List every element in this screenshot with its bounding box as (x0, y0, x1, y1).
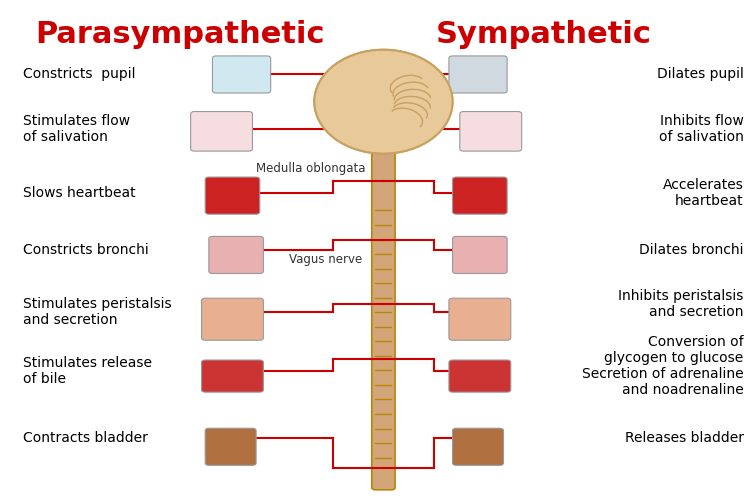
FancyBboxPatch shape (449, 298, 511, 340)
Text: Releases bladder: Releases bladder (625, 431, 743, 445)
Text: Contracts bladder: Contracts bladder (23, 431, 148, 445)
FancyBboxPatch shape (206, 428, 256, 466)
Text: Dilates pupil: Dilates pupil (657, 68, 743, 82)
FancyBboxPatch shape (460, 112, 522, 151)
FancyBboxPatch shape (452, 177, 507, 214)
Text: Constricts bronchi: Constricts bronchi (23, 243, 149, 257)
FancyBboxPatch shape (372, 99, 395, 490)
Text: Medulla oblongata: Medulla oblongata (256, 162, 365, 175)
Text: Vagus nerve: Vagus nerve (289, 254, 362, 266)
FancyBboxPatch shape (449, 56, 507, 93)
FancyBboxPatch shape (212, 56, 271, 93)
FancyBboxPatch shape (452, 236, 507, 274)
Text: Constricts  pupil: Constricts pupil (23, 68, 136, 82)
FancyBboxPatch shape (206, 177, 260, 214)
FancyBboxPatch shape (190, 112, 253, 151)
FancyBboxPatch shape (449, 360, 511, 392)
Text: Sympathetic: Sympathetic (436, 20, 652, 49)
FancyBboxPatch shape (202, 360, 263, 392)
Text: Stimulates peristalsis
and secretion: Stimulates peristalsis and secretion (23, 296, 172, 327)
Ellipse shape (314, 50, 452, 154)
Text: Slows heartbeat: Slows heartbeat (23, 186, 136, 200)
FancyBboxPatch shape (209, 236, 263, 274)
Text: Inhibits peristalsis
and secretion: Inhibits peristalsis and secretion (618, 290, 743, 320)
Text: Inhibits flow
of salivation: Inhibits flow of salivation (658, 114, 743, 144)
Text: Dilates bronchi: Dilates bronchi (639, 243, 743, 257)
Text: Stimulates release
of bile: Stimulates release of bile (23, 356, 152, 386)
FancyBboxPatch shape (452, 428, 503, 466)
Text: Conversion of
glycogen to glucose
Secretion of adrenaline
and noadrenaline: Conversion of glycogen to glucose Secret… (582, 335, 743, 398)
Ellipse shape (314, 50, 452, 154)
Text: Stimulates flow
of salivation: Stimulates flow of salivation (23, 114, 130, 144)
FancyBboxPatch shape (202, 298, 263, 340)
Text: Parasympathetic: Parasympathetic (35, 20, 325, 49)
Text: Accelerates
heartbeat: Accelerates heartbeat (663, 178, 743, 208)
